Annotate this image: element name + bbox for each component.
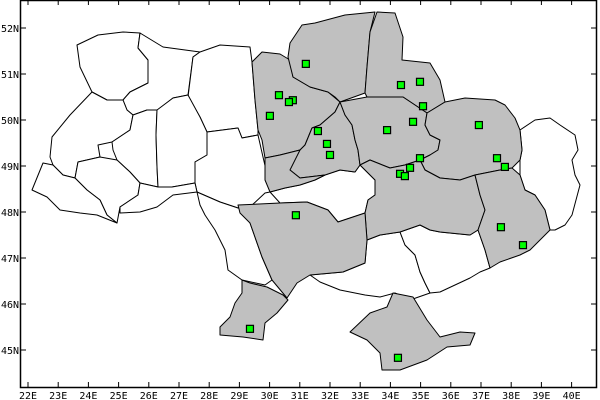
map-frame (19, 0, 598, 389)
region-zakarpattia (31, 162, 118, 224)
x-tick-label: 34E (381, 391, 399, 400)
x-tick-label: 36E (442, 391, 460, 400)
markers-layer (245, 59, 528, 362)
station-marker[interactable] (382, 126, 392, 135)
y-tick-label: 46N (1, 300, 19, 311)
station-marker[interactable] (396, 80, 406, 90)
region-donetsk (474, 167, 551, 269)
x-tick-label: 28E (200, 391, 218, 400)
station-marker[interactable] (500, 162, 509, 172)
station-marker[interactable] (313, 126, 323, 136)
y-tick-label: 45N (1, 346, 19, 357)
station-marker[interactable] (518, 241, 528, 250)
x-tick-label: 22E (19, 391, 37, 400)
station-marker[interactable] (408, 117, 418, 126)
station-marker[interactable] (418, 102, 428, 111)
x-tick-label: 29E (230, 391, 248, 400)
y-tick-label: 48N (1, 208, 19, 219)
axis-ticks (20, 0, 597, 388)
region-crimea (349, 292, 476, 371)
x-tick-label: 31E (291, 391, 309, 400)
y-tick-label: 51N (1, 70, 19, 81)
y-tick-label: 50N (1, 116, 19, 127)
station-marker[interactable] (492, 154, 502, 163)
station-marker[interactable] (415, 77, 425, 86)
x-tick-label: 39E (532, 391, 550, 400)
station-marker[interactable] (291, 211, 300, 220)
station-marker[interactable] (245, 324, 255, 333)
x-tick-label: 23E (49, 391, 67, 400)
region-vinnytsia (194, 127, 271, 209)
x-tick-label: 25E (110, 391, 128, 400)
x-tick-label: 40E (563, 391, 581, 400)
station-marker[interactable] (325, 150, 335, 160)
x-tick-label: 33E (351, 391, 369, 400)
x-axis-labels: 22E 23E 24E 25E 26E 27E 28E 29E 30E 31E 32E 33E 34E 3… (19, 391, 581, 400)
x-tick-label: 30E (261, 391, 279, 400)
x-tick-label: 26E (140, 391, 158, 400)
region-mykolaiv (237, 201, 368, 299)
x-tick-label: 37E (472, 391, 490, 400)
station-marker[interactable] (474, 120, 483, 130)
y-tick-label: 47N (1, 254, 19, 265)
station-marker[interactable] (415, 154, 425, 163)
x-tick-label: 32E (321, 391, 339, 400)
station-marker[interactable] (405, 163, 415, 172)
station-marker[interactable] (265, 111, 275, 120)
y-tick-label: 49N (1, 162, 19, 173)
station-marker[interactable] (496, 223, 506, 232)
x-tick-label: 27E (170, 391, 188, 400)
region-vinnytsia-east (264, 149, 326, 193)
station-marker[interactable] (400, 172, 409, 181)
station-marker[interactable] (301, 59, 310, 68)
y-tick-label: 52N (1, 24, 19, 35)
regions-layer (31, 11, 581, 371)
station-marker[interactable] (322, 139, 332, 149)
region-odesa-south (219, 279, 289, 341)
x-tick-label: 35E (412, 391, 430, 400)
x-tick-label: 38E (502, 391, 520, 400)
station-marker[interactable] (274, 91, 284, 100)
station-marker[interactable] (284, 97, 294, 107)
station-marker[interactable] (393, 353, 403, 362)
x-tick-label: 24E (79, 391, 97, 400)
region-chernivtsi (119, 182, 198, 214)
y-axis-labels: 45N 46N 47N 48N 49N 50N 51N 52N (1, 24, 19, 357)
